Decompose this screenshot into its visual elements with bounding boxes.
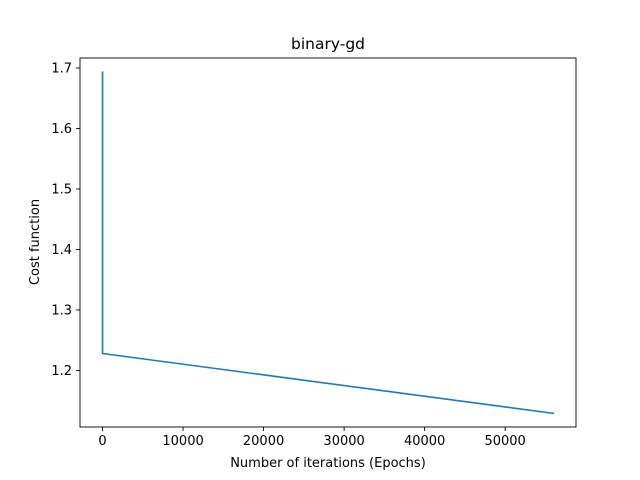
y-tick-label: 1.2 [51,364,72,379]
y-tick-label: 1.4 [51,243,72,258]
y-tick-label: 1.3 [51,303,72,318]
y-tick-label: 1.7 [51,61,72,76]
axes-frame [79,57,577,428]
chart-title: binary-gd [291,35,365,53]
x-tick-label: 50000 [484,434,525,449]
plot-area: 0 10000 20000 30000 40000 50000 1.2 1.3 1.4 1.5 1.… [51,57,577,449]
y-axis-label: Cost function [28,199,43,285]
x-tick-label: 40000 [404,434,445,449]
x-axis-label: Number of iterations (Epochs) [230,456,426,471]
x-tick-label: 10000 [162,434,203,449]
x-tick-label: 0 [98,434,106,449]
x-tick-label: 20000 [243,434,284,449]
y-tick-label: 1.6 [51,122,72,137]
x-tick-label: 30000 [323,434,364,449]
series-line-0 [101,71,555,415]
y-tick-label: 1.5 [51,182,72,197]
